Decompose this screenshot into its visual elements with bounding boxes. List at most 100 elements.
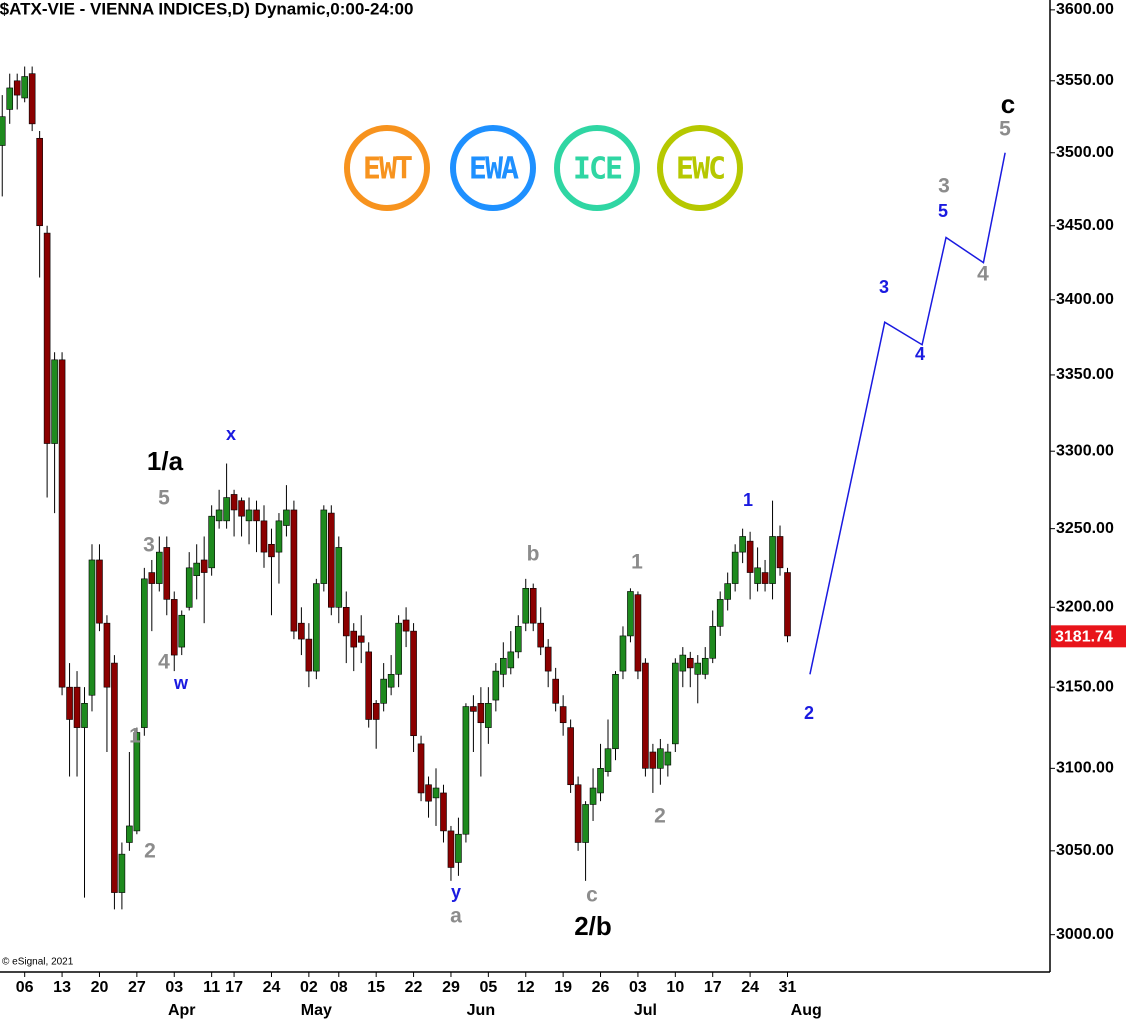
logo-text: EWA [469, 152, 519, 187]
month-label: May [301, 1002, 332, 1019]
candle-body [746, 540, 754, 573]
y-tick-label: 3150.00 [1056, 678, 1114, 695]
last-price-box [1051, 625, 1126, 648]
candle-body [544, 646, 552, 672]
wave-label: y [451, 882, 461, 902]
candle-body [283, 509, 290, 526]
candle-body [208, 515, 215, 569]
candle-body [43, 232, 51, 444]
candle-body [462, 706, 470, 835]
month-label: Jun [467, 1002, 495, 1019]
wave-label: 4 [915, 344, 925, 364]
candle-body [507, 651, 515, 669]
logo-ring [554, 125, 640, 211]
candle-body [709, 626, 717, 659]
y-tick-label: 3250.00 [1056, 520, 1114, 537]
candle-body [350, 630, 358, 648]
candle-body [470, 706, 477, 712]
y-tick-label: 3500.00 [1056, 144, 1114, 161]
x-tick-label: 03 [165, 979, 183, 996]
candle-body [522, 588, 530, 624]
candle-body [133, 732, 141, 832]
month-label: Apr [168, 1002, 196, 1019]
wave-label: w [173, 673, 189, 693]
chart-title: ($ATX-VIE - VIENNA INDICES,D) Dynamic,0:… [0, 0, 413, 18]
candle-body [604, 748, 612, 772]
candle-body [245, 509, 253, 522]
wave-label: x [226, 424, 236, 444]
y-tick-label: 3000.00 [1056, 926, 1114, 943]
candle-body [328, 512, 335, 608]
x-tick-label: 19 [554, 979, 572, 996]
candle-body [126, 825, 133, 843]
candle-body [253, 509, 260, 522]
candle-body [81, 703, 88, 728]
logo-ring [344, 125, 430, 211]
candle-body [21, 76, 28, 99]
candle-body [387, 674, 395, 688]
x-tick-label: 17 [704, 979, 722, 996]
candle-body [215, 509, 223, 522]
x-tick-label: 12 [517, 979, 535, 996]
candle-body [290, 509, 298, 632]
candle-body [342, 606, 350, 637]
candle-body [754, 567, 761, 584]
candle-body [305, 638, 313, 672]
y-tick-label: 3300.00 [1056, 442, 1114, 459]
y-tick-label: 3550.00 [1056, 72, 1114, 89]
x-tick-label: 11 [203, 979, 220, 996]
candle-body [178, 614, 186, 648]
candle-body [634, 594, 642, 672]
candle-body [148, 572, 156, 584]
y-tick-label: 3350.00 [1056, 366, 1114, 383]
forecast-line [809, 152, 1006, 675]
candle-body [664, 751, 672, 766]
candle-body [357, 635, 365, 643]
wave-label: 5 [999, 118, 1011, 141]
candle-body [313, 583, 320, 672]
candle-body [51, 359, 58, 444]
candle-body [574, 784, 582, 843]
wave-label: b [527, 543, 540, 566]
x-tick-label: 24 [263, 979, 281, 996]
candle-body [111, 662, 118, 893]
x-tick-label: 02 [300, 979, 318, 996]
wave-label: 2 [654, 805, 666, 828]
candle-body [642, 662, 649, 769]
candle-body [298, 622, 305, 640]
candle-body [784, 572, 791, 637]
wave-label: 2 [144, 840, 156, 863]
candle-body [537, 622, 545, 648]
y-tick-label: 3100.00 [1056, 760, 1114, 777]
candle-body [36, 137, 43, 227]
candle-body [761, 572, 769, 584]
candle-body [440, 792, 447, 832]
candle-body [514, 626, 522, 653]
candle-body [185, 567, 193, 608]
candle-body [612, 674, 619, 750]
wave-label: 3 [938, 175, 950, 198]
y-tick-label: 3050.00 [1056, 842, 1114, 859]
y-tick-label: 3450.00 [1056, 217, 1114, 234]
candle-body [365, 651, 372, 720]
candle-body [193, 562, 200, 576]
logo-text: EWC [676, 152, 724, 187]
candle-body [769, 536, 776, 584]
copyright: © eSignal, 2021 [2, 957, 74, 968]
candle-body [627, 591, 634, 637]
candle-body [649, 751, 657, 769]
candle-body [380, 678, 387, 704]
wave-label: c [1001, 89, 1015, 119]
wave-label: 3 [879, 277, 889, 297]
candle-body [619, 635, 627, 672]
x-tick-label: 17 [225, 979, 243, 996]
candle-body [529, 588, 537, 624]
candle-body [672, 662, 679, 745]
candle-body [96, 559, 103, 624]
candle-body [395, 622, 402, 675]
candle-body [417, 743, 425, 794]
candle-body [552, 678, 559, 704]
candle-body [141, 578, 148, 728]
last-price-label: 3181.74 [1055, 629, 1113, 646]
